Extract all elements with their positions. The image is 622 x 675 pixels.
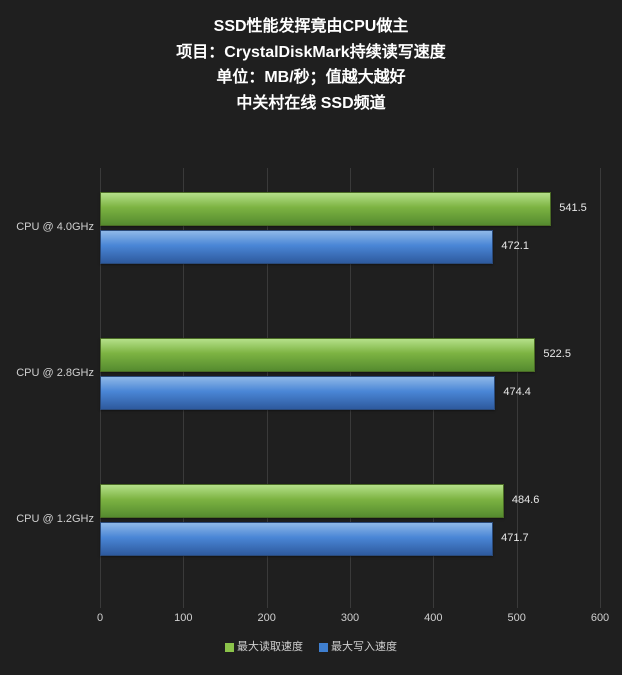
y-category-label: CPU @ 2.8GHz xyxy=(16,367,100,379)
legend-item-read: 最大读取速度 xyxy=(225,638,303,654)
bar-fill xyxy=(100,484,504,518)
bar-read: 522.5 xyxy=(100,338,535,372)
legend-label: 最大写入速度 xyxy=(331,641,397,653)
y-category-label: CPU @ 4.0GHz xyxy=(16,221,100,233)
x-tick-label: 0 xyxy=(97,608,103,624)
bar-value-label: 541.5 xyxy=(559,202,587,214)
legend-swatch xyxy=(225,643,234,652)
bar-value-label: 474.4 xyxy=(503,386,531,398)
gridline xyxy=(600,168,601,608)
bar-write: 471.7 xyxy=(100,522,493,556)
bar-read: 484.6 xyxy=(100,484,504,518)
legend-label: 最大读取速度 xyxy=(237,641,303,653)
x-tick-label: 400 xyxy=(424,608,442,624)
bar-value-label: 472.1 xyxy=(501,240,529,252)
x-tick-label: 300 xyxy=(341,608,359,624)
chart-header: SSD性能发挥竟由CPU做主 项目：CrystalDiskMark持续读写速度 … xyxy=(0,0,622,116)
x-tick-label: 100 xyxy=(174,608,192,624)
bar-fill xyxy=(100,522,493,556)
header-line-2: 项目：CrystalDiskMark持续读写速度 xyxy=(0,40,622,66)
legend-swatch xyxy=(319,643,328,652)
header-line-4: 中关村在线 SSD频道 xyxy=(0,91,622,117)
bar-read: 541.5 xyxy=(100,192,551,226)
x-tick-label: 500 xyxy=(507,608,525,624)
bar-value-label: 522.5 xyxy=(543,348,571,360)
y-category-label: CPU @ 1.2GHz xyxy=(16,513,100,525)
chart-container: SSD性能发挥竟由CPU做主 项目：CrystalDiskMark持续读写速度 … xyxy=(0,0,622,675)
bar-fill xyxy=(100,338,535,372)
bar-write: 472.1 xyxy=(100,230,493,264)
bar-fill xyxy=(100,192,551,226)
header-line-3: 单位：MB/秒；值越大越好 xyxy=(0,65,622,91)
legend: 最大读取速度 最大写入速度 xyxy=(0,638,622,654)
legend-item-write: 最大写入速度 xyxy=(319,638,397,654)
x-tick-label: 200 xyxy=(257,608,275,624)
bar-value-label: 471.7 xyxy=(501,532,529,544)
x-tick-label: 600 xyxy=(591,608,609,624)
bar-value-label: 484.6 xyxy=(512,494,540,506)
bar-write: 474.4 xyxy=(100,376,495,410)
bar-fill xyxy=(100,230,493,264)
plot-area: 0100200300400500600541.5472.1CPU @ 4.0GH… xyxy=(100,168,600,608)
bar-fill xyxy=(100,376,495,410)
header-line-1: SSD性能发挥竟由CPU做主 xyxy=(0,14,622,40)
